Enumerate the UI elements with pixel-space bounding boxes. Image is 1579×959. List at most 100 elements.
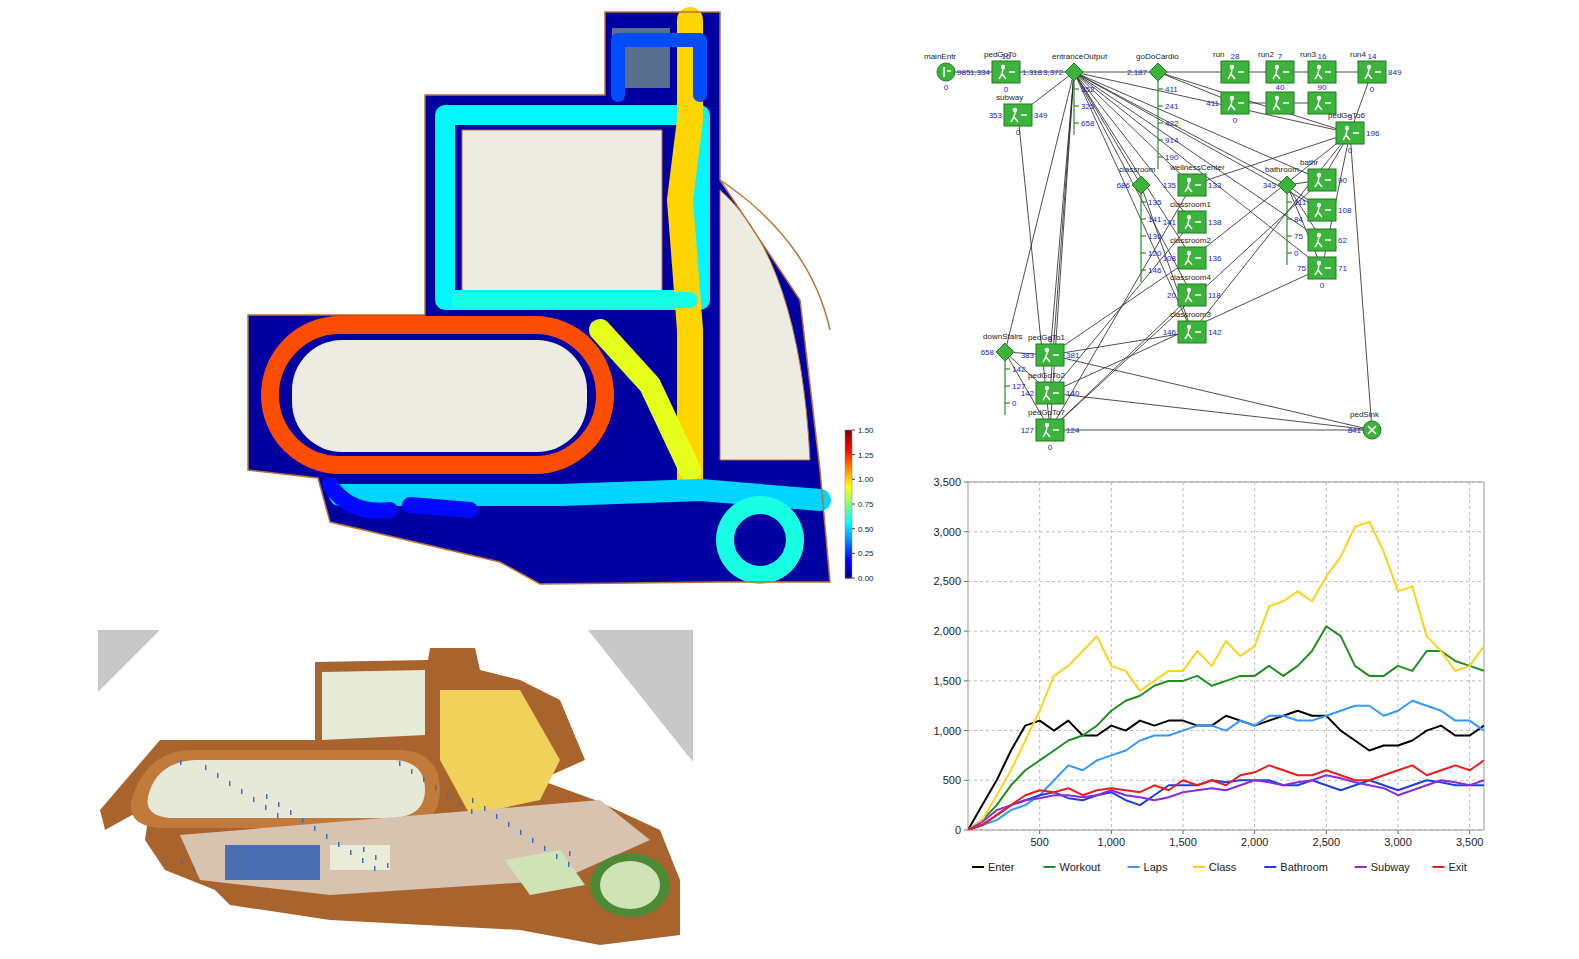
flow-count: 0: [1294, 249, 1299, 258]
tick-label: 3,500: [933, 476, 961, 488]
flow-label: classroom2: [1170, 236, 1211, 245]
flow-count: 111: [1294, 198, 1307, 207]
render-walls: [100, 648, 680, 945]
flow-icon: [1185, 182, 1201, 192]
flow-icon: [1045, 386, 1049, 390]
tick: [964, 680, 968, 681]
render-corner: [98, 630, 160, 692]
flow-label: classroom1: [1170, 200, 1211, 209]
flow-output-tick: [1158, 156, 1163, 157]
flow-icon: [1317, 233, 1321, 237]
legend-swatch: [1433, 866, 1445, 868]
flow-count: 40: [1276, 83, 1285, 92]
flow-icon: [1187, 251, 1191, 255]
render-person: [277, 813, 279, 818]
heat-zone: [460, 292, 690, 308]
flow-count: 124: [1066, 426, 1080, 435]
tick-label: 2,500: [933, 575, 961, 587]
flow-count: 28: [1231, 52, 1240, 61]
page: 0.000.250.500.751.001.251.50mainEntr9850…: [0, 0, 1579, 959]
flow-count: 0: [1016, 128, 1021, 137]
flow-count: 135: [1163, 181, 1177, 190]
flow-icon: [1230, 96, 1234, 100]
flow-edge: [1050, 180, 1322, 430]
render-room: [225, 845, 320, 880]
tick: [964, 631, 968, 632]
flow-count: 142: [1021, 389, 1035, 398]
flow-edge: [1074, 72, 1322, 268]
flow-count: 141: [1163, 218, 1177, 227]
flow-block: [1178, 174, 1206, 196]
flow-count: 90: [1338, 176, 1347, 185]
flow-edge: [1074, 72, 1322, 210]
flow-icon: [1228, 100, 1244, 110]
colorbar-tick: [852, 454, 855, 455]
colorbar-label: 1.25: [858, 451, 874, 460]
flow-icon: [1317, 96, 1321, 100]
tick-label: 1,500: [1169, 836, 1197, 848]
flow-icon: [1043, 352, 1059, 362]
grid-line: [968, 631, 1484, 632]
flow-edge: [1050, 268, 1322, 393]
grid-line: [968, 531, 1484, 532]
flow-label: entranceOutput: [1052, 52, 1108, 61]
colorbar-tick: [852, 504, 855, 505]
flow-block: [1336, 122, 1364, 144]
flow-icon: [1343, 130, 1359, 140]
flow-count: 133: [1208, 181, 1222, 190]
colorbar-tick: [852, 578, 855, 579]
tick: [1398, 830, 1399, 834]
flow-output-tick: [1158, 122, 1163, 123]
render-person: [484, 806, 486, 811]
flow-count: 118: [1208, 291, 1221, 300]
flow-count: 841: [1348, 426, 1362, 435]
tick-label: 1,000: [1098, 836, 1126, 848]
tick-label: 2,000: [1241, 836, 1269, 848]
flow-label: pedGoTo7: [1028, 408, 1065, 417]
flow-label: subway: [996, 93, 1023, 102]
plot-area: [968, 482, 1484, 830]
flow-count: 135: [1148, 198, 1162, 207]
flow-select: [1149, 63, 1167, 81]
flow-output-tick: [1141, 201, 1146, 202]
heat-zone: [600, 330, 690, 470]
tick-label: 3,000: [933, 526, 961, 538]
render-track-inner: [148, 760, 426, 818]
flow-count: 1,318: [1022, 68, 1043, 77]
flow-icon: [1273, 100, 1289, 110]
building-outline: [248, 12, 830, 584]
render-person: [253, 797, 255, 802]
grid-line: [1111, 482, 1112, 830]
heat-zone: [445, 115, 700, 300]
legend-label: Bathroom: [1280, 861, 1328, 873]
flow-count: 141: [1148, 215, 1162, 224]
flow-count: 20: [1167, 291, 1176, 300]
flow-edge: [1350, 133, 1372, 430]
flow-count: 190: [1165, 153, 1179, 162]
flow-block: [1308, 229, 1336, 251]
grid-line: [1183, 482, 1184, 830]
render-person: [508, 822, 510, 827]
render-person: [302, 818, 304, 823]
flow-count: 16: [1002, 52, 1011, 61]
flow-output-tick: [1141, 235, 1146, 236]
flow-count: 120: [1148, 249, 1162, 258]
flow-sink: [1363, 421, 1381, 439]
legend-label: Enter: [988, 861, 1015, 873]
flow-output-tick: [1141, 218, 1146, 219]
flow-count: 383: [1021, 351, 1035, 360]
flow-icon: [1275, 96, 1279, 100]
tick: [964, 581, 968, 582]
flow-output-bar: [1140, 194, 1141, 282]
flow-icon: [1045, 423, 1049, 427]
flow-block: [1221, 61, 1249, 83]
tick-label: 1,500: [933, 675, 961, 687]
flow-block: [992, 61, 1020, 83]
flow-count: 849: [1388, 68, 1402, 77]
colorbar-tick: [852, 528, 855, 529]
flow-icon: [1187, 215, 1191, 219]
render-person: [568, 862, 570, 867]
flow-icon: [1011, 112, 1027, 122]
legend-label: Subway: [1371, 861, 1411, 873]
flow-icon: [1185, 219, 1201, 229]
